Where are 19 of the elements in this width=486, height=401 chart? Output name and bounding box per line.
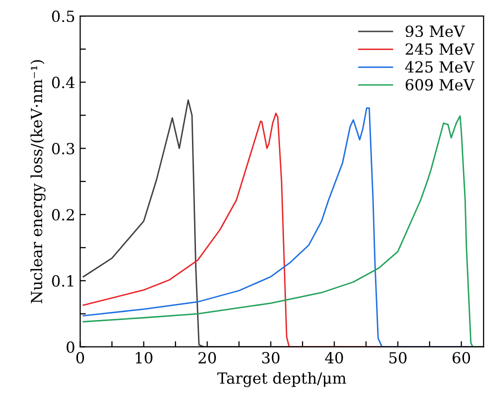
- y-axis-title: Nuclear energy loss/(keV·nm⁻¹): [30, 60, 46, 304]
- legend-label: 425 MeV: [405, 61, 475, 73]
- legend-label: 245 MeV: [406, 43, 475, 55]
- y-tick-label: 0.5: [52, 10, 74, 22]
- x-tick-label: 60: [452, 352, 470, 364]
- x-tick-label: 20: [198, 352, 216, 364]
- x-axis-title: Target depth/μm: [217, 372, 346, 388]
- y-tick-label: 0.4: [52, 76, 75, 88]
- x-tick-label: 10: [136, 352, 152, 364]
- x-tick-label: 50: [389, 352, 407, 364]
- x-tick-label: 30: [262, 352, 280, 364]
- x-tick-label: 0: [76, 352, 84, 364]
- y-tick-label: 0.1: [52, 275, 74, 287]
- y-tick-label: 0.3: [52, 142, 74, 154]
- legend-label: 93 MeV: [406, 25, 465, 38]
- legend-label: 609 MeV: [406, 79, 475, 91]
- y-tick-label: 0: [66, 341, 74, 353]
- x-tick-label: 40: [325, 352, 343, 364]
- y-tick-label: 0.2: [52, 209, 74, 221]
